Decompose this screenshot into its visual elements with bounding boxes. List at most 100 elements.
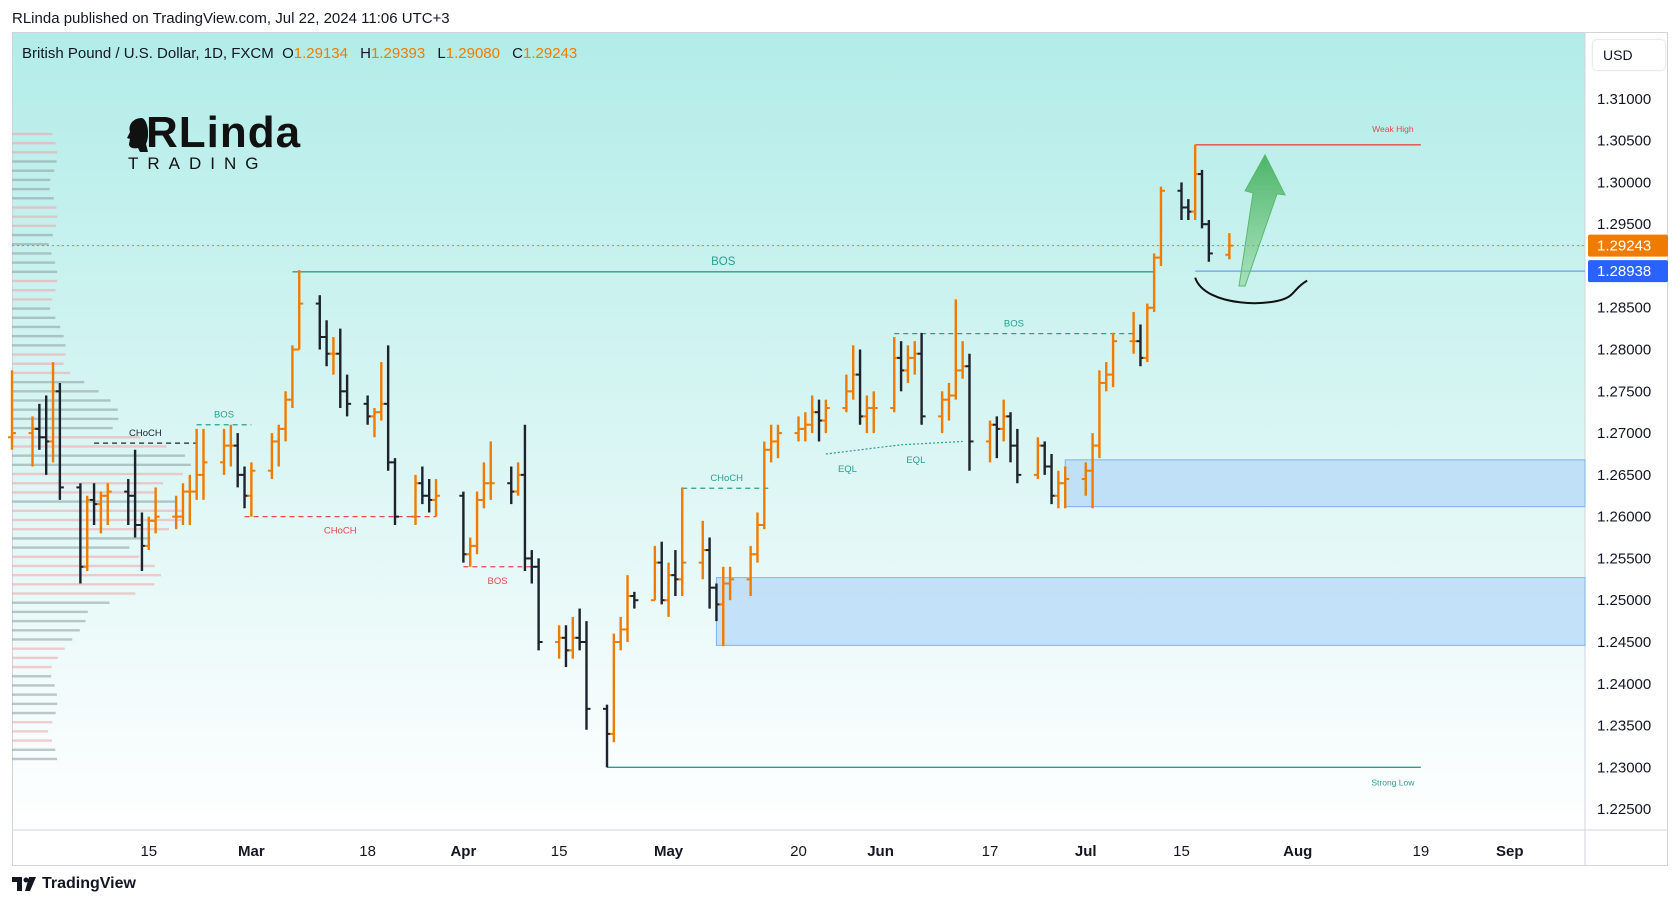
time-tick-label: Jun [867, 843, 894, 860]
demand-zone[interactable] [1064, 459, 1586, 508]
logo-line2: TRADING [128, 154, 268, 173]
time-tick-label: 19 [1413, 843, 1430, 860]
currency-button[interactable]: USD [1593, 40, 1665, 70]
price-tick-label: 1.26000 [1597, 509, 1651, 526]
structure-label: CHoCH [324, 526, 357, 537]
price-tick-label: 1.24000 [1597, 676, 1651, 693]
volume-profile-bar [12, 408, 118, 411]
volume-profile-bar [12, 380, 85, 384]
volume-profile-bar [12, 730, 49, 733]
demand-zone[interactable] [715, 577, 1586, 646]
volume-profile-bar [12, 178, 51, 182]
price-tick-label: 1.22500 [1597, 801, 1651, 818]
volume-profile-bar [12, 665, 52, 669]
structure-label: BOS [711, 256, 736, 268]
eql-label: EQL [906, 455, 925, 466]
bullish-arrow[interactable] [1238, 153, 1286, 287]
face-silhouette-icon [127, 118, 148, 152]
eql-label: EQL [838, 464, 857, 475]
time-tick-label: May [654, 843, 684, 860]
volume-profile-bar [12, 693, 57, 696]
volume-profile-bar [12, 362, 64, 365]
currency-label: USD [1603, 47, 1633, 63]
price-axis-badge-label: 1.29243 [1597, 238, 1651, 255]
volume-profile-bar [12, 610, 88, 614]
volume-profile-bar [12, 151, 58, 154]
volume-profile-bar [12, 307, 51, 310]
time-tick-label: Sep [1496, 843, 1524, 860]
volume-profile-bar [12, 289, 56, 292]
volume-profile-bar [12, 233, 53, 237]
volume-profile-bar [12, 160, 57, 163]
price-tick-label: 1.29500 [1597, 216, 1651, 233]
price-tick-label: 1.25000 [1597, 592, 1651, 609]
price-tick-label: 1.25500 [1597, 550, 1651, 567]
price-axis-badge [1588, 260, 1668, 283]
volume-profile-bar [12, 206, 57, 209]
structure-label: CHoCH [129, 428, 162, 439]
time-tick-label: 15 [1173, 843, 1190, 860]
price-tick-label: 1.24500 [1597, 634, 1651, 651]
volume-profile-bar [12, 573, 161, 577]
volume-profile-bar [12, 141, 56, 145]
structure-label: Strong Low [1371, 777, 1415, 787]
price-tick-label: 1.27000 [1597, 425, 1651, 442]
rlinda-logo: RLinda TRADING [126, 108, 300, 174]
volume-profile-bar [12, 583, 155, 586]
volume-profile-bar [12, 472, 183, 476]
volume-profile-bar [12, 546, 130, 549]
volume-profile-bar [12, 638, 73, 641]
close-value: 1.29243 [523, 45, 578, 62]
structure-label: BOS [488, 576, 508, 587]
volume-profile-bar [12, 426, 113, 430]
open-value: 1.29134 [293, 45, 348, 62]
volume-profile-bar [12, 684, 55, 687]
volume-profile-bar [12, 509, 184, 512]
price-tick-label: 1.26500 [1597, 467, 1651, 484]
volume-profile-bar [12, 270, 58, 274]
symbol-legend: British Pound / U.S. Dollar, 1D, FXCM O1… [22, 45, 585, 62]
volume-profile-bar [12, 454, 185, 457]
volume-profile-bar [12, 721, 53, 724]
volume-profile-bar [12, 629, 80, 632]
footer-brand: TradingView [12, 875, 136, 893]
price-tick-label: 1.30500 [1597, 133, 1651, 150]
volume-profile-bar [12, 344, 66, 347]
volume-profile-bar [12, 482, 164, 485]
symbol-name[interactable]: British Pound / U.S. Dollar, 1D, FXCM [22, 45, 274, 62]
time-tick-label: 18 [359, 843, 376, 860]
volume-profile-bar [12, 399, 111, 402]
close-label: C [512, 45, 524, 62]
low-label: L [437, 45, 446, 62]
volume-profile-bar [12, 279, 58, 283]
price-axis-badge-label: 1.28938 [1597, 263, 1651, 280]
publish-header-text: RLinda published on TradingView.com, Jul… [12, 10, 450, 27]
volume-profile-bar [12, 518, 182, 522]
low-value: 1.29080 [445, 45, 500, 62]
volume-profile-bar [12, 619, 86, 623]
time-tick-label: Mar [238, 843, 265, 860]
eql-line[interactable] [825, 444, 902, 455]
volume-profile-bar [12, 739, 52, 742]
price-tick-label: 1.27500 [1597, 383, 1651, 400]
volume-profile-bar [12, 187, 50, 191]
volume-profile-bar [12, 656, 58, 660]
drawn-curve[interactable] [1194, 277, 1308, 305]
volume-profile-bar [12, 169, 55, 172]
time-tick-label: 15 [551, 843, 568, 860]
structure-label: BOS [1004, 319, 1024, 330]
volume-profile-bar [12, 555, 140, 558]
time-tick-label: 15 [140, 843, 157, 860]
price-tick-label: 1.30000 [1597, 174, 1651, 191]
volume-profile-bar [12, 371, 71, 375]
volume-profile-bar [12, 491, 157, 494]
time-tick-label: 17 [982, 843, 999, 860]
price-tick-label: 1.31000 [1597, 91, 1651, 108]
high-value: 1.29393 [371, 45, 426, 62]
volume-profile-bar [12, 417, 119, 421]
volume-profile-bar [12, 527, 170, 531]
volume-profile-bar [12, 316, 56, 319]
open-label: O [282, 45, 294, 62]
price-axis-badge [1588, 234, 1668, 257]
